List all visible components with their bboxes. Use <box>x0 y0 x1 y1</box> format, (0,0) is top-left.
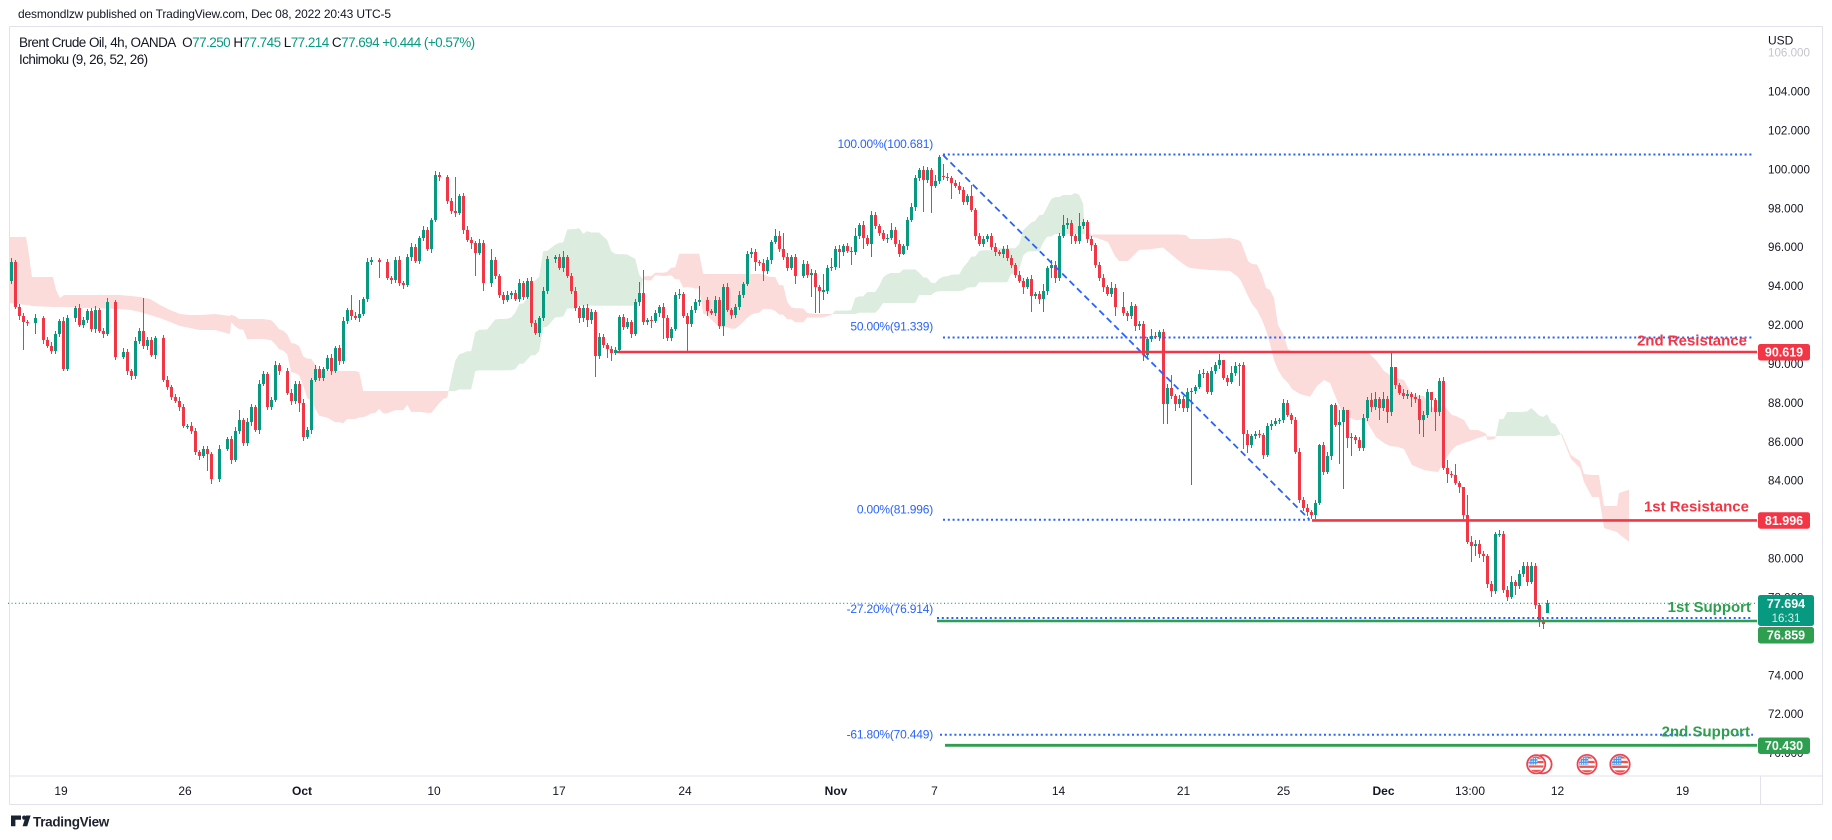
svg-text:0.00%(81.996): 0.00%(81.996) <box>857 503 933 517</box>
svg-text:Ichimoku (9, 26, 52, 26): Ichimoku (9, 26, 52, 26) <box>19 52 148 67</box>
svg-text:81.996: 81.996 <box>1765 514 1803 528</box>
svg-text:USD: USD <box>1768 34 1794 48</box>
svg-text:14: 14 <box>1052 784 1066 798</box>
svg-text:76.859: 76.859 <box>1767 629 1805 643</box>
svg-text:2nd Support: 2nd Support <box>1662 724 1750 741</box>
svg-text:25: 25 <box>1277 784 1291 798</box>
svg-text:102.000: 102.000 <box>1768 124 1810 137</box>
svg-text:100.00%(100.681): 100.00%(100.681) <box>837 137 933 151</box>
svg-text:90.619: 90.619 <box>1765 346 1803 360</box>
svg-text:TradingView: TradingView <box>33 815 110 830</box>
svg-text:16:31: 16:31 <box>1772 613 1801 625</box>
svg-text:Brent Crude Oil, 4h, OANDA O7: Brent Crude Oil, 4h, OANDA O77.250 H77.7… <box>19 35 475 50</box>
svg-text:88.000: 88.000 <box>1768 397 1803 410</box>
svg-text:21: 21 <box>1177 784 1191 798</box>
svg-text:24: 24 <box>678 784 692 798</box>
svg-text:19: 19 <box>1676 784 1690 798</box>
svg-text:86.000: 86.000 <box>1768 436 1803 449</box>
svg-text:-27.20%(76.914): -27.20%(76.914) <box>847 602 934 616</box>
svg-text:1st Resistance: 1st Resistance <box>1644 499 1749 516</box>
svg-text:84.000: 84.000 <box>1768 475 1803 488</box>
svg-text:26: 26 <box>178 784 192 798</box>
svg-text:-61.80%(70.449): -61.80%(70.449) <box>847 728 934 742</box>
svg-text:Nov: Nov <box>825 784 848 798</box>
svg-text:70.430: 70.430 <box>1765 739 1803 753</box>
svg-text:74.000: 74.000 <box>1768 669 1803 682</box>
svg-text:106.000: 106.000 <box>1768 47 1810 60</box>
svg-text:Oct: Oct <box>292 784 312 798</box>
svg-text:13:00: 13:00 <box>1455 784 1485 798</box>
svg-text:100.000: 100.000 <box>1768 163 1810 176</box>
svg-text:72.000: 72.000 <box>1768 708 1803 721</box>
svg-text:80.000: 80.000 <box>1768 553 1803 566</box>
svg-text:98.000: 98.000 <box>1768 202 1803 215</box>
svg-text:2nd Resistance: 2nd Resistance <box>1637 333 1747 350</box>
svg-text:Dec: Dec <box>1372 784 1394 798</box>
svg-text:19: 19 <box>54 784 68 798</box>
svg-text:77.694: 77.694 <box>1767 597 1805 611</box>
svg-text:17: 17 <box>552 784 566 798</box>
svg-text:90.000: 90.000 <box>1768 358 1803 371</box>
svg-text:104.000: 104.000 <box>1768 86 1810 99</box>
svg-text:96.000: 96.000 <box>1768 241 1803 254</box>
svg-text:10: 10 <box>427 784 441 798</box>
svg-text:50.00%(91.339): 50.00%(91.339) <box>850 320 933 334</box>
svg-text:12: 12 <box>1551 784 1565 798</box>
svg-text:desmondlzw published on Tradin: desmondlzw published on TradingView.com,… <box>18 7 391 21</box>
svg-text:1st Support: 1st Support <box>1668 599 1751 616</box>
svg-text:7: 7 <box>931 784 938 798</box>
svg-text:92.000: 92.000 <box>1768 319 1803 332</box>
svg-text:94.000: 94.000 <box>1768 280 1803 293</box>
